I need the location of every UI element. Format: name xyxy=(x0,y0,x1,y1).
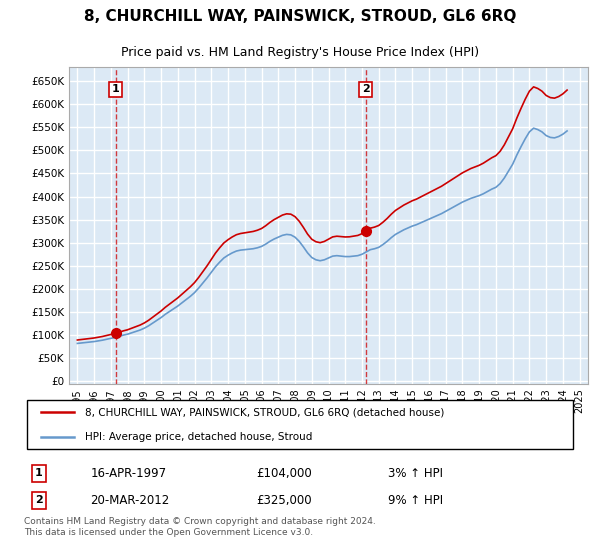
Text: 16-APR-1997: 16-APR-1997 xyxy=(90,467,166,480)
Text: Contains HM Land Registry data © Crown copyright and database right 2024.
This d: Contains HM Land Registry data © Crown c… xyxy=(24,517,376,537)
Text: 2: 2 xyxy=(35,495,43,505)
Text: HPI: Average price, detached house, Stroud: HPI: Average price, detached house, Stro… xyxy=(85,432,312,442)
Text: 8, CHURCHILL WAY, PAINSWICK, STROUD, GL6 6RQ (detached house): 8, CHURCHILL WAY, PAINSWICK, STROUD, GL6… xyxy=(85,408,444,418)
Text: 9% ↑ HPI: 9% ↑ HPI xyxy=(388,494,443,507)
Text: 1: 1 xyxy=(112,85,119,95)
Text: 2: 2 xyxy=(362,85,370,95)
Text: £104,000: £104,000 xyxy=(256,467,311,480)
Text: £325,000: £325,000 xyxy=(256,494,311,507)
FancyBboxPatch shape xyxy=(27,400,573,449)
Text: 20-MAR-2012: 20-MAR-2012 xyxy=(90,494,169,507)
Text: Price paid vs. HM Land Registry's House Price Index (HPI): Price paid vs. HM Land Registry's House … xyxy=(121,46,479,59)
Text: 1: 1 xyxy=(35,469,43,478)
Text: 3% ↑ HPI: 3% ↑ HPI xyxy=(388,467,443,480)
Text: 8, CHURCHILL WAY, PAINSWICK, STROUD, GL6 6RQ: 8, CHURCHILL WAY, PAINSWICK, STROUD, GL6… xyxy=(84,10,516,24)
